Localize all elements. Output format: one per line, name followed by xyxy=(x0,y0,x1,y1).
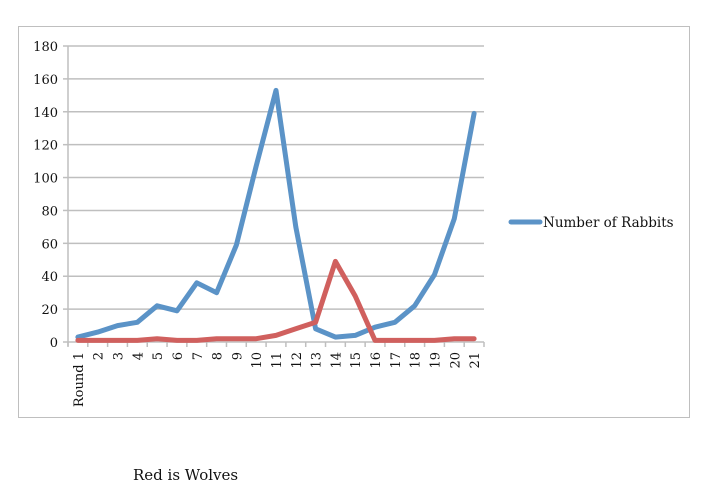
x-tick-label: 4 xyxy=(131,352,146,360)
y-tick-label: 100 xyxy=(33,172,58,187)
x-tick-label: 5 xyxy=(151,352,166,360)
x-tick-label: 21 xyxy=(468,352,483,369)
x-tick-label: 19 xyxy=(428,352,443,369)
x-tick-label: 10 xyxy=(250,352,265,369)
legend: Number of Rabbits xyxy=(508,215,674,231)
series-line-wolves xyxy=(75,258,477,343)
gridlines: 0 20 40 60 80 100 120 140 160 180 xyxy=(33,40,484,351)
chart-frame xyxy=(18,26,690,418)
x-tick-label: 17 xyxy=(389,352,404,369)
x-tick-label: 6 xyxy=(171,352,186,360)
x-tick-label: 8 xyxy=(211,352,226,360)
y-tick-label: 0 xyxy=(50,336,58,351)
x-tick-label: 11 xyxy=(270,352,285,369)
y-tick-label: 40 xyxy=(41,270,58,285)
y-tick-label: 80 xyxy=(41,204,58,219)
x-tick-label: 20 xyxy=(448,352,463,369)
x-tick-label: 9 xyxy=(230,352,245,360)
x-tick-label: 18 xyxy=(409,352,424,369)
y-tick-label: 120 xyxy=(33,139,58,154)
x-tick-label: 2 xyxy=(92,352,107,360)
x-tick-label: 12 xyxy=(290,352,305,369)
x-tick-label: 7 xyxy=(191,352,206,360)
caption-text: Red is Wolves xyxy=(133,466,239,484)
x-tick-label: 16 xyxy=(369,352,384,369)
x-tick-label: 13 xyxy=(310,352,325,369)
x-tick-label: 15 xyxy=(349,352,364,369)
x-tick-label: Round 1 xyxy=(72,352,87,407)
x-tick-labels: Round 1 2 3 4 5 6 7 8 9 10 11 12 13 14 15 16 17 18 19 20 21 xyxy=(72,352,483,407)
y-tick-label: 140 xyxy=(33,106,58,121)
legend-label-rabbits: Number of Rabbits xyxy=(543,215,674,231)
x-tick-label: 14 xyxy=(329,352,344,369)
y-tick-label: 20 xyxy=(41,303,58,318)
y-tick-label: 180 xyxy=(33,40,58,55)
x-tick-label: 3 xyxy=(112,352,127,360)
y-tick-label: 60 xyxy=(41,237,58,252)
series-line-rabbits xyxy=(75,87,477,340)
y-tick-label: 160 xyxy=(33,73,58,88)
